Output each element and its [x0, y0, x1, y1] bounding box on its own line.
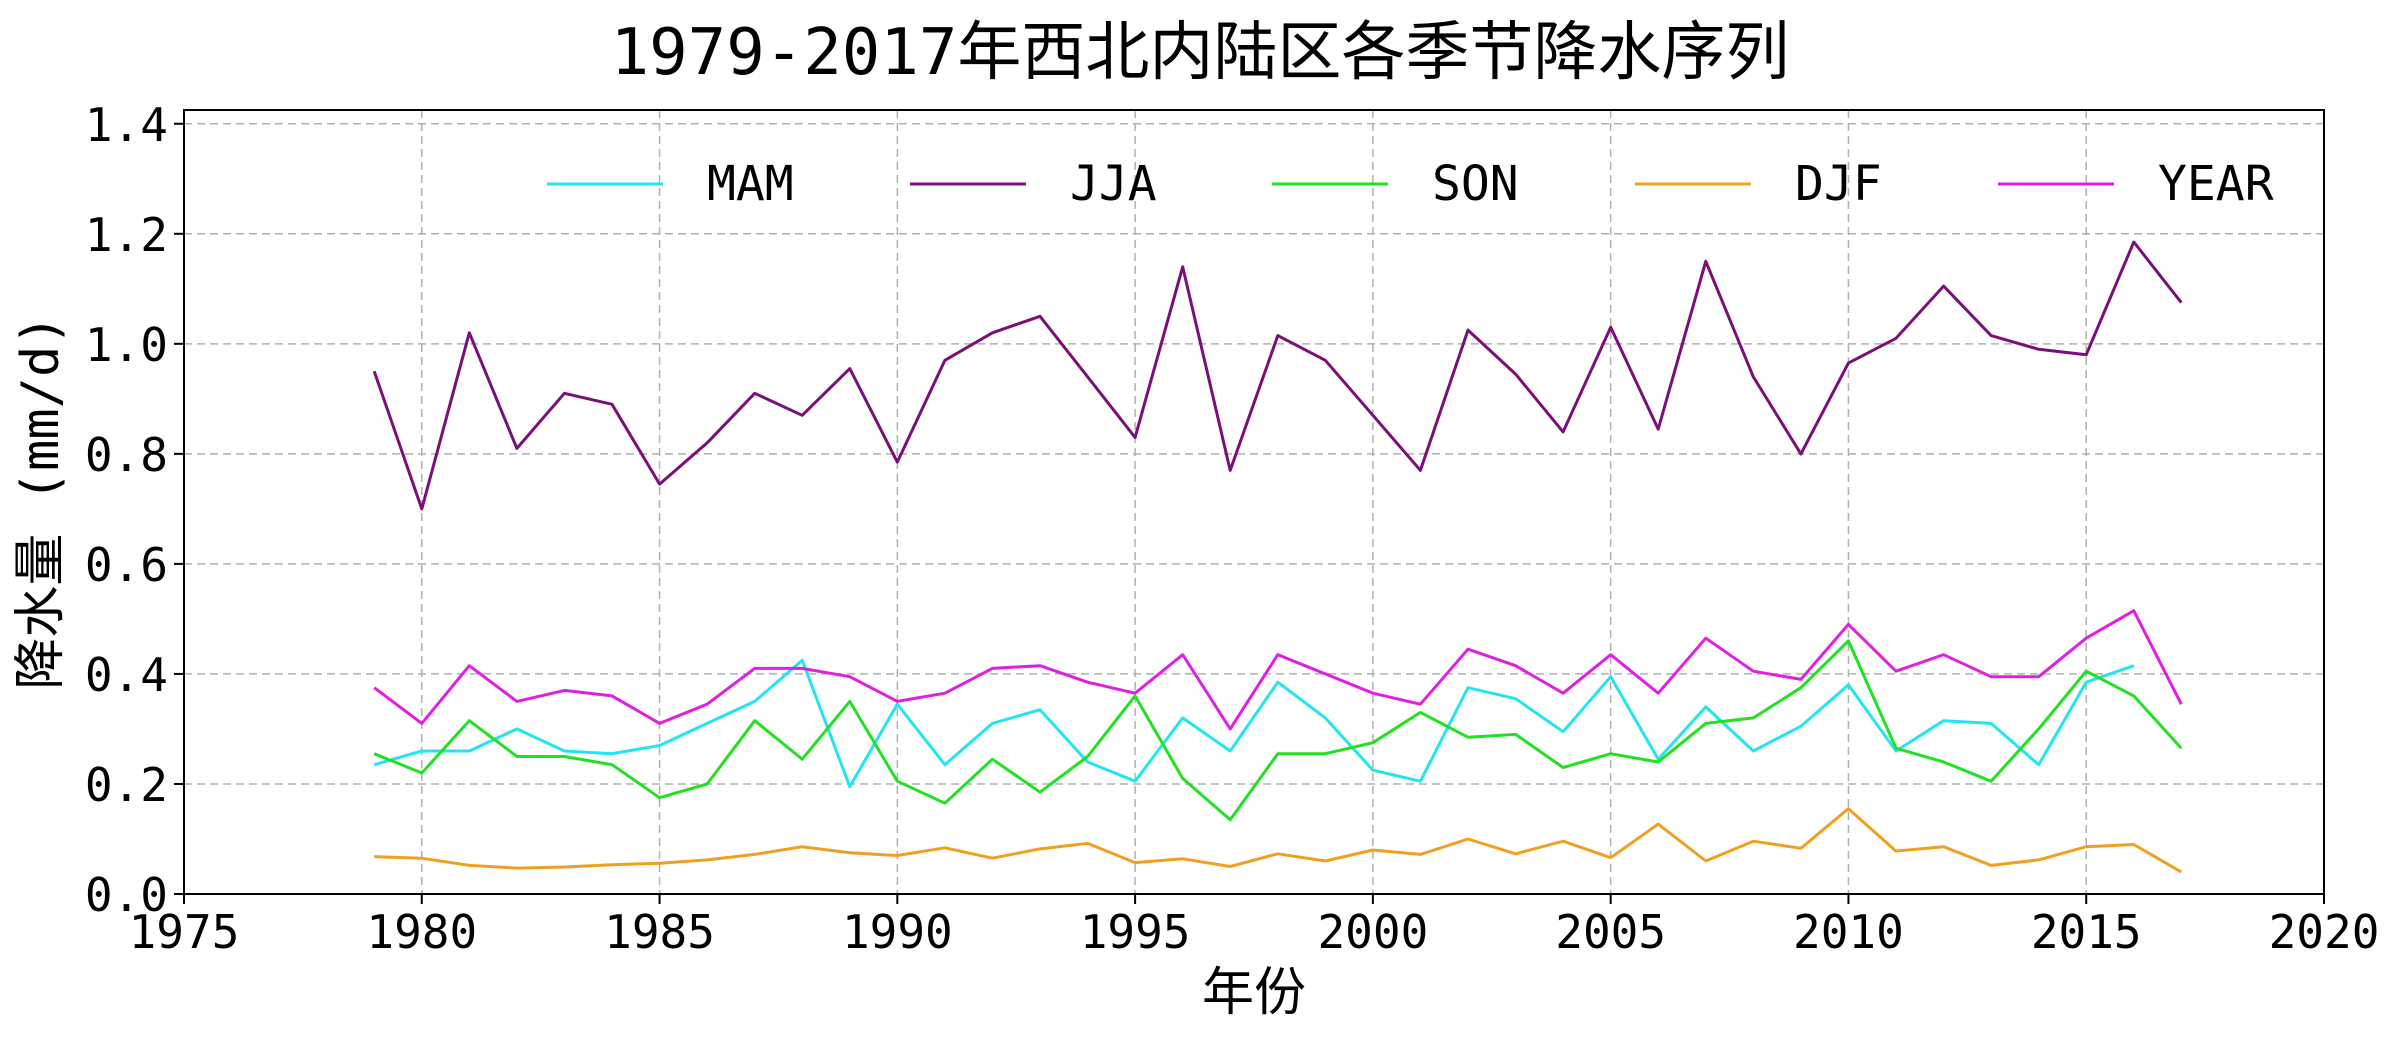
legend-label: MAM	[707, 156, 794, 212]
series-line-mam	[373, 658, 2135, 789]
series-line-jja	[372, 240, 2183, 511]
x-tick-label: 2010	[1793, 905, 1904, 959]
series-group	[372, 240, 2183, 874]
legend: MAM JJA SON DJF YEAR	[547, 156, 2274, 212]
x-tick-label: 1980	[366, 905, 477, 959]
y-tick-label: 1.2	[85, 208, 168, 262]
legend-item-son: SON	[1272, 156, 1519, 212]
x-tick-label: 2005	[1555, 905, 1666, 959]
legend-item-year: YEAR	[1998, 156, 2274, 212]
legend-item-jja: JJA	[910, 156, 1157, 212]
x-tick-label: 1985	[604, 905, 715, 959]
y-tick-label: 0.8	[85, 428, 168, 482]
legend-label: JJA	[1070, 156, 1157, 212]
y-tick-label: 0.0	[85, 868, 168, 922]
legend-label: SON	[1432, 156, 1519, 212]
series-line-djf	[374, 807, 2183, 874]
x-axis-label: 年份	[1202, 963, 1306, 1023]
legend-label: DJF	[1795, 156, 1882, 212]
y-tick-label: 1.4	[85, 98, 168, 152]
x-tick-label: 2015	[2031, 905, 2142, 959]
plot-frame	[183, 109, 2325, 895]
x-tick-label: 1975	[129, 905, 240, 959]
y-tick-label: 0.6	[85, 538, 168, 592]
y-tick-label: 1.0	[85, 318, 168, 372]
chart-title: 1979-2017年西北内陆区各季节降水序列	[611, 16, 1790, 90]
legend-item-djf: DJF	[1635, 156, 1882, 212]
grid	[184, 110, 2324, 894]
y-axis: 0.0 0.2 0.4 0.6 0.8 1.0 1.2 1.4	[85, 98, 184, 922]
x-tick-label: 2020	[2269, 905, 2380, 959]
y-tick-label: 0.2	[85, 758, 168, 812]
legend-item-mam: MAM	[547, 156, 794, 212]
series-line-year	[373, 609, 2183, 731]
legend-label: YEAR	[2158, 156, 2274, 212]
series-line-son	[373, 639, 2183, 822]
x-tick-label: 1990	[842, 905, 953, 959]
x-tick-label: 2000	[1317, 905, 1428, 959]
y-tick-label: 0.4	[85, 648, 168, 702]
y-axis-label: 降水量 (mm/d)	[11, 314, 71, 689]
x-tick-label: 1995	[1080, 905, 1191, 959]
x-axis: 1975 1980 1985 1990 1995 2000 2005 2010 2015 2020	[129, 894, 2380, 959]
